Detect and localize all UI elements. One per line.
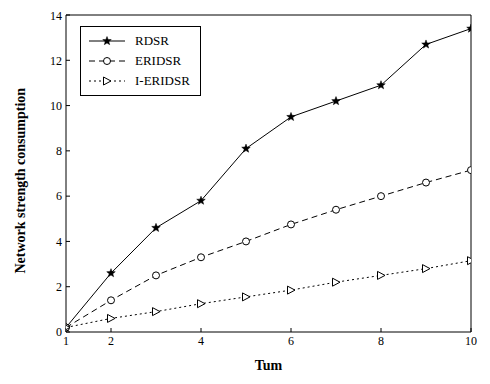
html-text:I-ERIDSR: I-ERIDSR	[135, 73, 190, 88]
svg-text:2: 2	[108, 334, 114, 348]
svg-text:0: 0	[56, 325, 62, 339]
svg-text:10: 10	[465, 334, 477, 348]
svg-text:10: 10	[50, 99, 62, 113]
svg-text:Network strength consumption: Network strength consumption	[13, 88, 28, 274]
svg-text:14: 14	[50, 9, 62, 23]
svg-text:8: 8	[378, 334, 384, 348]
svg-text:6: 6	[56, 189, 62, 203]
svg-text:6: 6	[288, 334, 294, 348]
svg-text:8: 8	[56, 144, 62, 158]
svg-text:4: 4	[56, 235, 62, 249]
svg-text:4: 4	[198, 334, 204, 348]
svg-text:12: 12	[50, 54, 62, 68]
svg-text:1: 1	[63, 334, 69, 348]
svg-text:Tum: Tum	[255, 358, 283, 373]
html-text:RDSR: RDSR	[135, 33, 169, 48]
html-text:ERIDSR: ERIDSR	[135, 53, 182, 68]
svg-text:2: 2	[56, 280, 62, 294]
